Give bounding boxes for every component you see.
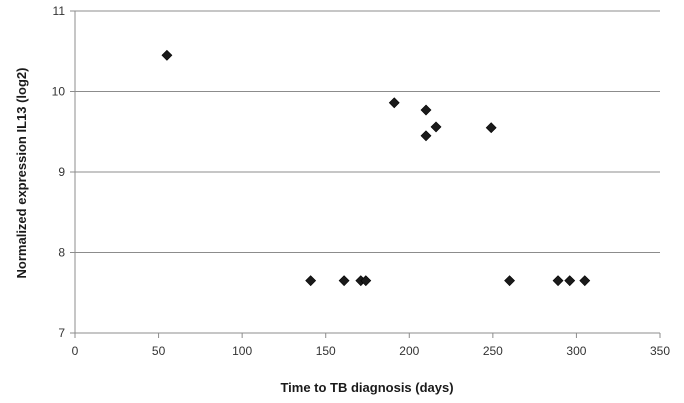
- data-point: [161, 49, 173, 61]
- x-tick-label-200: 200: [399, 344, 419, 358]
- y-tick-label-8: 8: [58, 246, 65, 260]
- data-point: [564, 275, 576, 287]
- x-axis-label: Time to TB diagnosis (days): [280, 380, 453, 395]
- data-point: [420, 104, 432, 116]
- data-point: [552, 275, 564, 287]
- x-tick-label-300: 300: [566, 344, 586, 358]
- x-tick-label-250: 250: [483, 344, 503, 358]
- y-tick-label-10: 10: [52, 85, 66, 99]
- data-points: [161, 49, 591, 287]
- y-tick-label-9: 9: [58, 165, 65, 179]
- y-axis-label: Normalized expression IL13 (log2): [14, 68, 29, 279]
- data-point: [430, 121, 442, 133]
- axes: [70, 10, 661, 338]
- x-tick-label-0: 0: [72, 344, 79, 358]
- data-point: [485, 122, 497, 134]
- x-tick-label-100: 100: [232, 344, 252, 358]
- x-tick-labels: 0 50 100 150 200 250 300 350: [72, 344, 671, 358]
- data-point: [338, 275, 350, 287]
- x-tick-label-150: 150: [316, 344, 336, 358]
- data-point: [420, 130, 432, 142]
- data-point: [360, 275, 372, 287]
- data-point: [305, 275, 317, 287]
- y-tick-label-7: 7: [58, 326, 65, 340]
- data-point: [579, 275, 591, 287]
- data-point: [388, 97, 400, 109]
- x-tick-label-350: 350: [650, 344, 670, 358]
- gridlines: [75, 10, 660, 253]
- y-tick-labels: 7 8 9 10 11: [52, 4, 66, 340]
- y-tick-label-11: 11: [53, 4, 66, 18]
- x-tick-label-50: 50: [152, 344, 166, 358]
- data-point: [504, 275, 515, 287]
